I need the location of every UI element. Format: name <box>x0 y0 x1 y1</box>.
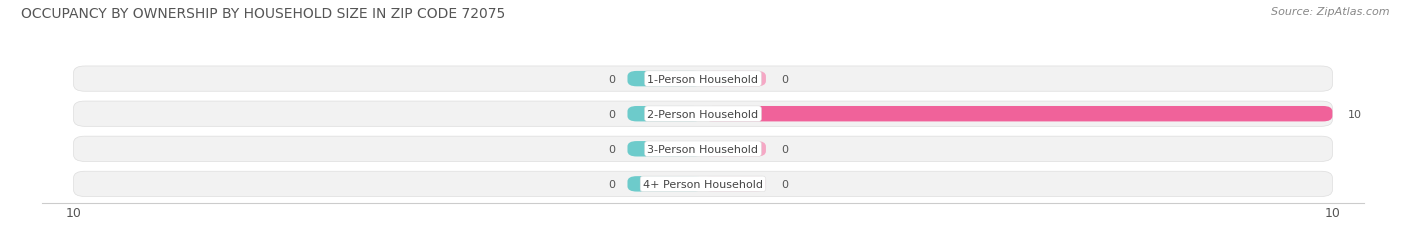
Text: 3-Person Household: 3-Person Household <box>648 144 758 154</box>
FancyBboxPatch shape <box>627 141 703 157</box>
FancyBboxPatch shape <box>627 72 703 87</box>
FancyBboxPatch shape <box>703 176 766 192</box>
Text: 10: 10 <box>1348 109 1362 119</box>
FancyBboxPatch shape <box>73 102 1333 127</box>
Text: 0: 0 <box>607 144 614 154</box>
FancyBboxPatch shape <box>627 176 703 192</box>
FancyBboxPatch shape <box>73 67 1333 92</box>
Text: 4+ Person Household: 4+ Person Household <box>643 179 763 189</box>
Text: Source: ZipAtlas.com: Source: ZipAtlas.com <box>1271 7 1389 17</box>
Text: 0: 0 <box>782 74 789 84</box>
FancyBboxPatch shape <box>73 171 1333 197</box>
Text: 0: 0 <box>607 109 614 119</box>
FancyBboxPatch shape <box>703 72 766 87</box>
FancyBboxPatch shape <box>73 137 1333 162</box>
Text: 1-Person Household: 1-Person Household <box>648 74 758 84</box>
Text: 0: 0 <box>782 179 789 189</box>
Text: OCCUPANCY BY OWNERSHIP BY HOUSEHOLD SIZE IN ZIP CODE 72075: OCCUPANCY BY OWNERSHIP BY HOUSEHOLD SIZE… <box>21 7 505 21</box>
Text: 0: 0 <box>607 74 614 84</box>
FancyBboxPatch shape <box>627 106 703 122</box>
Text: 2-Person Household: 2-Person Household <box>647 109 759 119</box>
Text: 0: 0 <box>782 144 789 154</box>
FancyBboxPatch shape <box>703 106 1333 122</box>
Text: 0: 0 <box>607 179 614 189</box>
FancyBboxPatch shape <box>703 141 766 157</box>
